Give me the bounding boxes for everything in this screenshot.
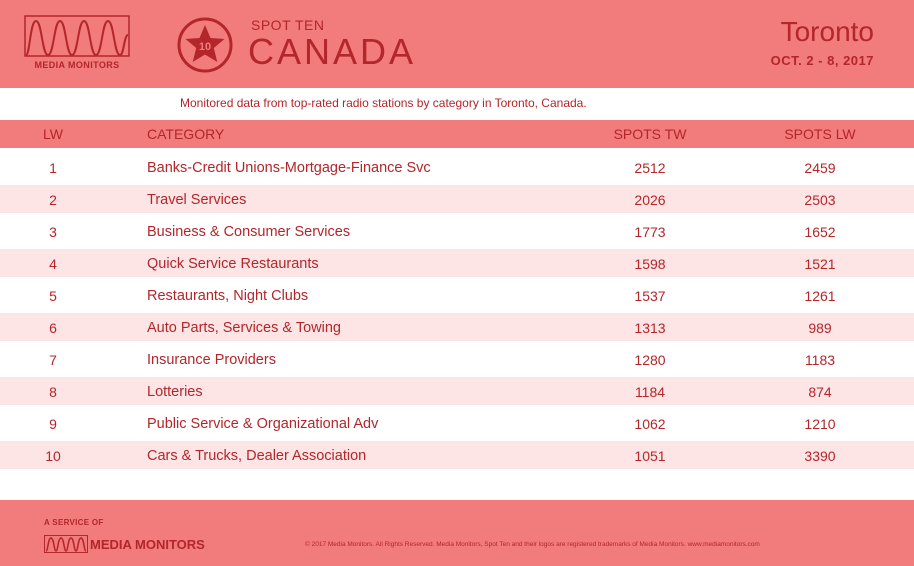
cell-spots-tw: 2026 — [634, 192, 666, 208]
footer-brand: MEDIA MONITORS — [90, 537, 205, 552]
cell-spots-lw: 2459 — [804, 160, 836, 176]
footer-bar: A SERVICE OF MEDIA MONITORS © 2017 Media… — [0, 500, 914, 566]
badge-number: 10 — [199, 41, 211, 53]
cell-category: Business & Consumer Services — [147, 224, 351, 240]
header-spots-tw: SPOTS TW — [613, 126, 687, 142]
date-range: OCT. 2 - 8, 2017 — [770, 53, 874, 68]
header-category: CATEGORY — [147, 126, 225, 142]
cell-category: Restaurants, Night Clubs — [147, 288, 309, 304]
cell-spots-tw: 1184 — [634, 384, 666, 400]
cell-spots-lw: 1261 — [804, 288, 836, 304]
cell-spots-tw: 1051 — [634, 448, 666, 464]
cell-spots-lw: 2503 — [804, 192, 836, 208]
header-bar: MEDIA MONITORS 10 SPOT TEN CANADA Toront… — [0, 0, 914, 88]
copyright-text: © 2017 Media Monitors. All Rights Reserv… — [305, 541, 760, 548]
service-label: A SERVICE OF — [44, 518, 104, 527]
cell-spots-lw: 1652 — [804, 224, 836, 240]
cell-lw: 2 — [49, 192, 57, 208]
cell-category: Banks-Credit Unions-Mortgage-Finance Svc — [147, 160, 431, 176]
table-body: 1 Banks-Credit Unions-Mortgage-Finance S… — [0, 153, 914, 473]
star-badge-icon: 10 — [177, 17, 233, 73]
country-title: CANADA — [248, 31, 417, 72]
media-monitors-logo: MEDIA MONITORS — [20, 15, 134, 73]
cell-spots-tw: 1773 — [634, 224, 666, 240]
waveform-icon — [24, 15, 130, 57]
spot-ten-badge: 10 — [176, 16, 234, 79]
cell-spots-lw: 874 — [808, 384, 832, 400]
spot-ten-label: SPOT TEN — [251, 17, 325, 33]
cell-lw: 10 — [45, 448, 61, 464]
cell-category: Lotteries — [147, 384, 203, 400]
cell-category: Auto Parts, Services & Towing — [147, 320, 341, 336]
table-row: 2 Travel Services 2026 2503 — [0, 185, 914, 213]
table-row: 7 Insurance Providers 1280 1183 — [0, 345, 914, 373]
cell-spots-lw: 1210 — [804, 416, 836, 432]
cell-spots-lw: 989 — [808, 320, 832, 336]
cell-spots-tw: 1313 — [634, 320, 666, 336]
cell-lw: 8 — [49, 384, 57, 400]
table-row: 8 Lotteries 1184 874 — [0, 377, 914, 405]
cell-spots-tw: 1598 — [634, 256, 666, 272]
cell-category: Travel Services — [147, 192, 247, 208]
table-row: 1 Banks-Credit Unions-Mortgage-Finance S… — [0, 153, 914, 181]
subtitle: Monitored data from top-rated radio stat… — [180, 96, 587, 110]
table-row: 5 Restaurants, Night Clubs 1537 1261 — [0, 281, 914, 309]
table-row: 10 Cars & Trucks, Dealer Association 105… — [0, 441, 914, 469]
cell-lw: 9 — [49, 416, 57, 432]
waveform-icon — [44, 535, 88, 553]
header-lw: LW — [43, 126, 63, 142]
cell-spots-tw: 1062 — [634, 416, 666, 432]
cell-spots-lw: 3390 — [804, 448, 836, 464]
cell-lw: 5 — [49, 288, 57, 304]
city-title: Toronto — [780, 16, 874, 47]
table-header: LW CATEGORY SPOTS TW SPOTS LW — [0, 120, 914, 148]
cell-category: Cars & Trucks, Dealer Association — [147, 448, 367, 464]
logo-text: MEDIA MONITORS — [34, 60, 120, 70]
cell-spots-tw: 1537 — [634, 288, 666, 304]
table-row: 3 Business & Consumer Services 1773 1652 — [0, 217, 914, 245]
cell-spots-tw: 1280 — [634, 352, 666, 368]
cell-lw: 3 — [49, 224, 57, 240]
cell-lw: 1 — [49, 160, 57, 176]
cell-lw: 7 — [49, 352, 57, 368]
table-row: 9 Public Service & Organizational Adv 10… — [0, 409, 914, 437]
cell-category: Quick Service Restaurants — [147, 256, 319, 272]
cell-spots-lw: 1183 — [804, 352, 836, 368]
cell-category: Insurance Providers — [147, 352, 276, 368]
cell-category: Public Service & Organizational Adv — [147, 416, 379, 432]
header-spots-lw: SPOTS LW — [784, 126, 856, 142]
table-row: 4 Quick Service Restaurants 1598 1521 — [0, 249, 914, 277]
cell-lw: 6 — [49, 320, 57, 336]
table-row: 6 Auto Parts, Services & Towing 1313 989 — [0, 313, 914, 341]
cell-spots-lw: 1521 — [804, 256, 836, 272]
cell-spots-tw: 2512 — [634, 160, 666, 176]
cell-lw: 4 — [49, 256, 57, 272]
